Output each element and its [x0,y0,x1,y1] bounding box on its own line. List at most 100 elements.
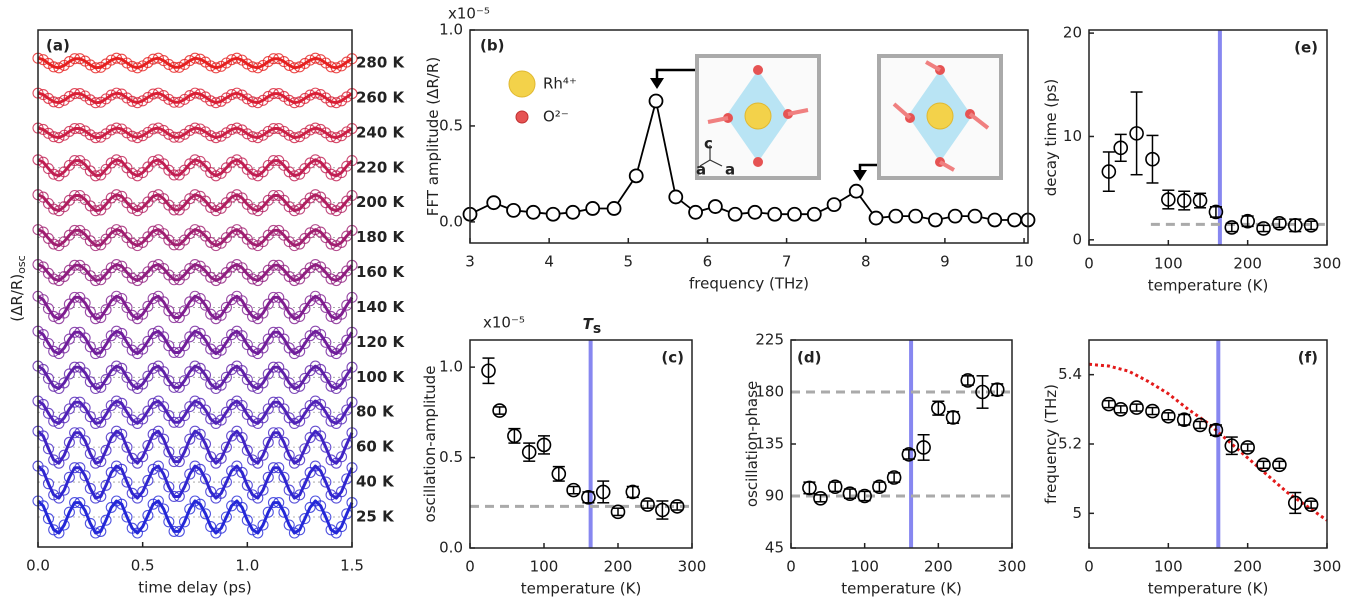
plot-frame [790,339,1013,549]
y-tick-label: 5 [1072,504,1082,522]
data-point [220,441,232,453]
data-point [283,449,295,461]
x-tick-label: 10 [1014,253,1033,271]
data-point [947,208,963,224]
data-point [100,339,112,351]
x-tick-label: 300 [1313,255,1342,273]
panel-label: (c) [661,349,684,367]
data-point [585,201,601,216]
x-axis-label: time delay (ps) [138,579,251,597]
x-tick-label: 1.0 [235,557,259,575]
trace [36,499,354,535]
data-point [199,369,212,381]
data-point [1224,438,1240,454]
x-tick-label: 9 [940,253,950,271]
data-point [1161,408,1176,424]
data-point [105,54,117,66]
data-point [163,58,175,70]
data-point [184,89,196,102]
y-tick-label: 1.0 [439,358,463,376]
y-axis-label: oscillation-phase [743,381,761,507]
data-point [610,504,626,520]
data-point [184,55,196,67]
data-point [278,403,290,415]
data-point [84,482,96,495]
series-label: 280 K [356,54,406,72]
data-point [886,470,902,485]
data-point [178,516,191,528]
data-point [1272,457,1287,473]
x-tick-label: 100 [1154,255,1183,273]
axis-multiplier: x10⁻⁵ [483,314,525,332]
data-point [1256,457,1271,473]
data-point [294,415,306,427]
data-point [521,444,537,460]
data-point [184,503,196,515]
data-point [335,486,348,498]
data-point [257,412,269,424]
series-label: 80 K [356,403,395,421]
data-point [525,204,541,220]
data-point [309,224,321,236]
o-atom [753,65,763,75]
data-point [236,330,248,342]
data-point [241,58,253,70]
data-point [916,440,931,455]
data-point [299,407,311,419]
data-point [1208,422,1224,438]
data-point [147,362,159,374]
data-point [152,495,164,507]
y-tick-label: 5.4 [1058,365,1082,383]
data-point [63,471,75,483]
displacement-arrow [787,108,809,116]
data-point [536,437,552,453]
x-axis-label: temperature (K) [521,580,642,598]
series-label: 260 K [356,88,406,106]
y-axis-label-text: oscillation-amplitude [421,366,439,523]
panel-label: (a) [46,37,70,55]
data-point [236,399,248,412]
panel-label: (e) [1294,39,1318,57]
displacement-arrow [939,160,955,172]
series-label: 200 K [356,193,406,211]
data-point [648,93,664,109]
data-point [142,370,154,382]
data-point [1129,126,1144,141]
data-point [278,506,290,518]
y-tick-label: 5.2 [1058,435,1082,453]
data-point [1101,396,1117,412]
trace [36,429,354,465]
data-point [110,360,123,372]
x-tick-label: 0 [1084,558,1094,576]
data-point [1240,213,1255,229]
data-point [669,499,685,514]
data-point [110,290,123,302]
data-point [189,360,201,372]
data-point [210,205,222,217]
data-point [63,436,75,448]
data-point [1192,417,1208,433]
x-tick-label: 0.0 [26,557,50,575]
data-point [189,395,201,407]
data-point [1145,403,1160,419]
data-point [247,310,259,322]
data-point [121,441,133,453]
panel: (e) 0 100 200 300 temperature (K) 0 10 20 decay t… [1042,24,1342,295]
data-point [1192,193,1208,208]
plot-frame [469,29,1029,244]
data-point [199,473,212,485]
data-point [315,328,327,341]
data-point [84,448,96,460]
data-point [236,466,248,479]
legend-label: Rh⁴⁺ [543,75,577,93]
data-point [315,465,327,477]
y-axis-label: FFT amplitude (ΔR/R) [424,57,442,216]
plot-frame [1088,29,1328,246]
data-point [178,340,191,352]
data-point [606,201,622,216]
data-point [48,380,60,392]
data-point [137,486,149,498]
data-point [813,491,828,506]
data-point [137,378,149,390]
data-point [1161,192,1176,207]
